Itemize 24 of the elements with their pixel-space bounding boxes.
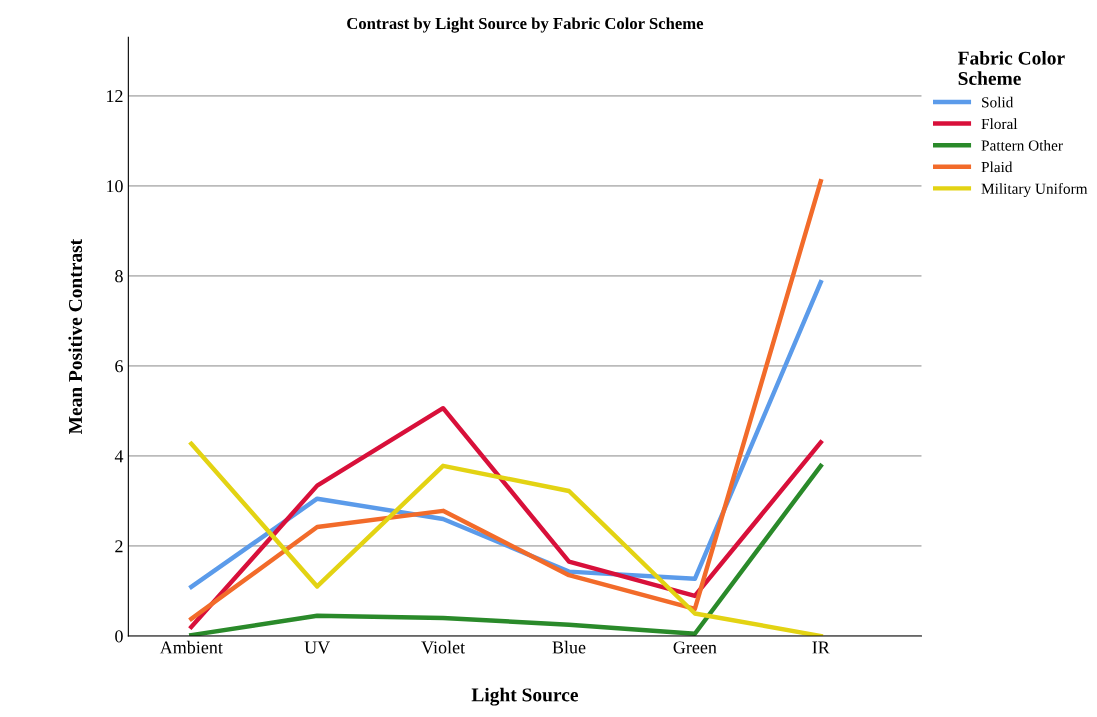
y-tick-label: 12	[107, 90, 123, 103]
legend-label: Floral	[981, 118, 1018, 130]
x-tick-label: Ambient	[159, 640, 223, 654]
x-tick-label: UV	[304, 641, 331, 654]
legend-label: Pattern Other	[981, 139, 1063, 151]
y-tick-label: 0	[115, 630, 123, 643]
line-series	[189, 179, 823, 622]
y-tick-label: 6	[115, 360, 123, 373]
x-tick-label: Green	[673, 641, 717, 654]
legend-label: Military Uniform	[981, 182, 1088, 198]
x-tick-label: Blue	[552, 640, 586, 654]
x-axis-title: Light Source	[471, 687, 578, 706]
x-tick-label: IR	[812, 641, 830, 654]
legend-title: Fabric Color Scheme	[958, 51, 1065, 86]
y-tick-label: 8	[115, 270, 123, 283]
y-tick-label: 2	[115, 540, 123, 553]
y-tick-label: 4	[114, 450, 124, 463]
legend-label: Solid	[982, 96, 1014, 108]
legend-label: Plaid	[981, 161, 1013, 173]
y-tick-label: 10	[107, 180, 123, 193]
line-series	[189, 405, 823, 630]
x-tick-label: Violet	[421, 640, 465, 654]
chart-title: Contrast by Light Source by Fabric Color Scheme	[347, 17, 704, 33]
y-axis-title: Mean Positive Contrast	[68, 238, 83, 435]
